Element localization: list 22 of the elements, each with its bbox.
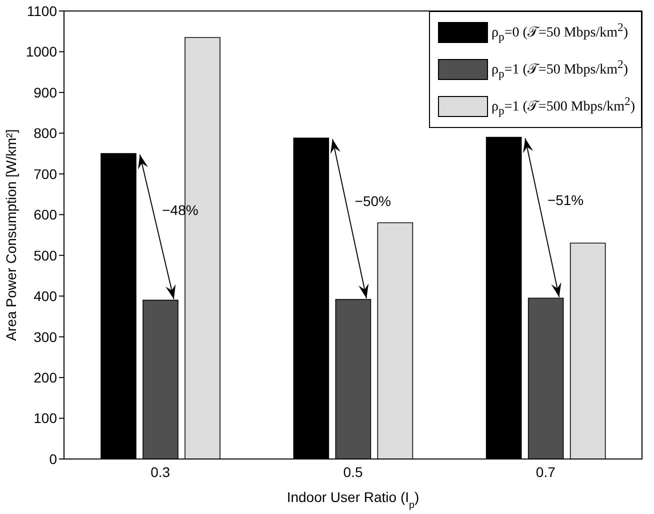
y-tick-label: 200 xyxy=(34,370,58,386)
y-tick-label: 900 xyxy=(34,84,58,100)
y-axis-title: Area Power Consumption [W/km²] xyxy=(3,129,19,341)
y-tick-label: 400 xyxy=(34,288,58,304)
annotation: −51% xyxy=(547,192,584,208)
y-tick-label: 300 xyxy=(34,328,58,345)
y-tick-label: 600 xyxy=(34,206,58,223)
x-tick-label: 0.5 xyxy=(343,464,363,480)
y-tick-label: 700 xyxy=(34,166,58,182)
annotation: −50% xyxy=(354,192,391,209)
y-tick-label: 1000 xyxy=(26,44,58,60)
legend-label: ρ$_{p}$=1 (𝒯=50 Mbps/km$^{2}$) xyxy=(492,58,628,81)
y-tick-label: 1100 xyxy=(26,2,58,19)
legend-label: ρ$_{p}$=1 (𝒯=500 Mbps/km$^{2}$) xyxy=(492,95,635,118)
y-tick-label: 500 xyxy=(34,247,58,264)
y-tick-label: 0 xyxy=(49,450,58,467)
x-tick-label: 0.3 xyxy=(150,464,170,480)
x-axis-title: Indoor User Ratio (I$_{p}$) xyxy=(286,489,420,510)
y-tick-label: 100 xyxy=(34,410,58,426)
y-tick-label: 800 xyxy=(34,125,58,142)
legend-label: ρ$_{p}$=0 (𝒯=50 Mbps/km$^{2}$) xyxy=(492,21,628,44)
x-tick-label: 0.7 xyxy=(536,464,556,480)
